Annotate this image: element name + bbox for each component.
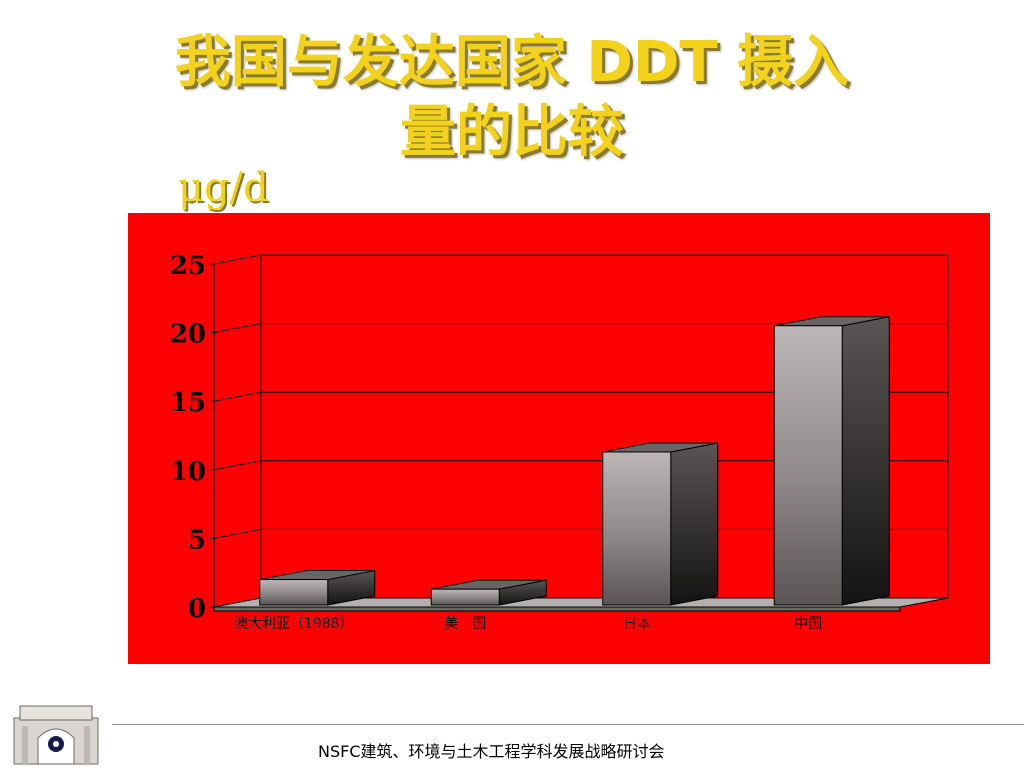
- university-gate-logo: [13, 705, 99, 765]
- bar-side: [841, 316, 890, 606]
- bar: [430, 588, 500, 606]
- footer-text: NSFC建筑、环境与土木工程学科发展战略研讨会: [318, 742, 665, 761]
- grid-diagonal: [213, 323, 262, 334]
- bar-chart: 0 5 10 15 20 25 澳大利亚（1988） 美 国 日本 中国: [170, 251, 949, 632]
- grid-diagonal: [213, 254, 262, 265]
- grid-diagonal: [213, 460, 262, 471]
- bar: [773, 325, 843, 606]
- x-tick-label: 中国: [794, 616, 822, 632]
- x-tick-label: 澳大利亚（1988）: [234, 616, 354, 632]
- grid-diagonal: [213, 391, 262, 402]
- bar: [259, 579, 329, 606]
- y-tick-label: 25: [170, 251, 206, 281]
- x-tick-label: 日本: [623, 616, 651, 632]
- slide-title: 我国与发达国家 DDT 摄入 量的比较: [174, 30, 850, 165]
- chart-panel: 0 5 10 15 20 25 澳大利亚（1988） 美 国 日本 中国: [128, 213, 990, 664]
- x-tick-label: 美 国: [444, 616, 486, 632]
- unit-label: μg/d: [178, 165, 269, 211]
- y-tick-label: 10: [170, 457, 206, 487]
- bar-side: [670, 442, 719, 606]
- y-tick-label: 0: [188, 594, 206, 624]
- bar: [602, 451, 672, 606]
- y-tick-label: 20: [170, 320, 206, 350]
- chart-floor-edge: [213, 606, 901, 612]
- y-tick-label: 5: [188, 525, 206, 555]
- grid-diagonal: [213, 528, 262, 539]
- footer-divider: [112, 724, 1024, 725]
- y-tick-label: 15: [170, 388, 206, 418]
